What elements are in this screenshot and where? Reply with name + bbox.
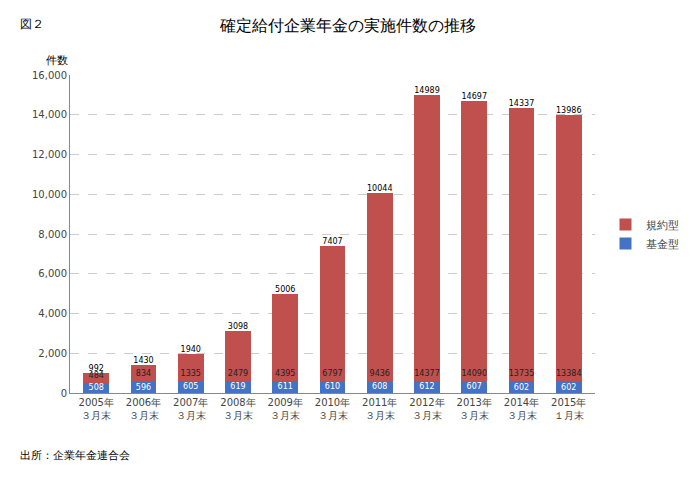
svg-text:13986: 13986: [556, 106, 581, 115]
svg-text:1335: 1335: [181, 369, 201, 378]
svg-text:508: 508: [89, 383, 104, 392]
svg-text:3098: 3098: [228, 322, 248, 331]
svg-text:14697: 14697: [462, 92, 487, 101]
svg-text:2007年３月末: 2007年３月末: [173, 397, 208, 421]
svg-text:602: 602: [561, 383, 576, 392]
svg-text:12,000: 12,000: [32, 149, 67, 160]
svg-text:6797: 6797: [322, 369, 342, 378]
svg-text:14,000: 14,000: [32, 109, 67, 120]
svg-text:608: 608: [372, 382, 387, 391]
svg-text:2011年３月末: 2011年３月末: [362, 397, 397, 421]
svg-text:基金型: 基金型: [646, 238, 679, 251]
svg-text:図２: 図２: [20, 17, 44, 31]
svg-text:2009年３月末: 2009年３月末: [268, 397, 303, 421]
svg-text:605: 605: [183, 382, 198, 391]
svg-text:13384: 13384: [556, 369, 581, 378]
svg-text:619: 619: [230, 382, 245, 391]
svg-text:602: 602: [514, 383, 529, 392]
svg-text:14090: 14090: [462, 369, 487, 378]
svg-text:8,000: 8,000: [38, 229, 67, 240]
svg-text:2006年３月末: 2006年３月末: [126, 397, 161, 421]
svg-text:1940: 1940: [181, 345, 201, 354]
svg-text:2014年３月末: 2014年３月末: [504, 397, 539, 421]
svg-text:規約型: 規約型: [646, 219, 679, 232]
svg-text:2015年１月末: 2015年１月末: [551, 397, 586, 421]
svg-text:14377: 14377: [414, 369, 439, 378]
svg-text:9436: 9436: [370, 369, 390, 378]
svg-text:4395: 4395: [275, 369, 295, 378]
svg-text:2010年３月末: 2010年３月末: [315, 397, 350, 421]
svg-text:2,000: 2,000: [38, 348, 67, 359]
svg-text:484: 484: [89, 371, 104, 380]
svg-text:16,000: 16,000: [32, 70, 67, 81]
svg-text:2008年３月末: 2008年３月末: [220, 397, 255, 421]
svg-text:834: 834: [136, 369, 151, 378]
svg-text:13735: 13735: [509, 369, 534, 378]
svg-text:0: 0: [61, 388, 67, 399]
svg-text:612: 612: [419, 382, 434, 391]
svg-text:610: 610: [325, 382, 340, 391]
svg-text:4,000: 4,000: [38, 308, 67, 319]
svg-text:2012年３月末: 2012年３月末: [409, 397, 444, 421]
svg-text:14989: 14989: [414, 86, 439, 95]
svg-text:5006: 5006: [275, 285, 295, 294]
svg-text:10,000: 10,000: [32, 189, 67, 200]
svg-text:確定給付企業年金の実施件数の推移: 確定給付企業年金の実施件数の推移: [219, 16, 476, 35]
svg-text:2013年３月末: 2013年３月末: [457, 397, 492, 421]
svg-text:2005年３月末: 2005年３月末: [79, 397, 114, 421]
svg-text:出所：企業年金連合会: 出所：企業年金連合会: [20, 449, 130, 462]
svg-text:2479: 2479: [228, 369, 248, 378]
svg-text:6,000: 6,000: [38, 268, 67, 279]
svg-text:14337: 14337: [509, 99, 534, 108]
svg-text:611: 611: [278, 382, 293, 391]
svg-text:件数: 件数: [46, 54, 68, 67]
svg-text:1430: 1430: [133, 356, 153, 365]
svg-text:992: 992: [89, 364, 104, 373]
svg-text:607: 607: [467, 382, 482, 391]
svg-text:7407: 7407: [322, 237, 342, 246]
svg-text:10044: 10044: [367, 184, 392, 193]
svg-text:596: 596: [136, 383, 151, 392]
